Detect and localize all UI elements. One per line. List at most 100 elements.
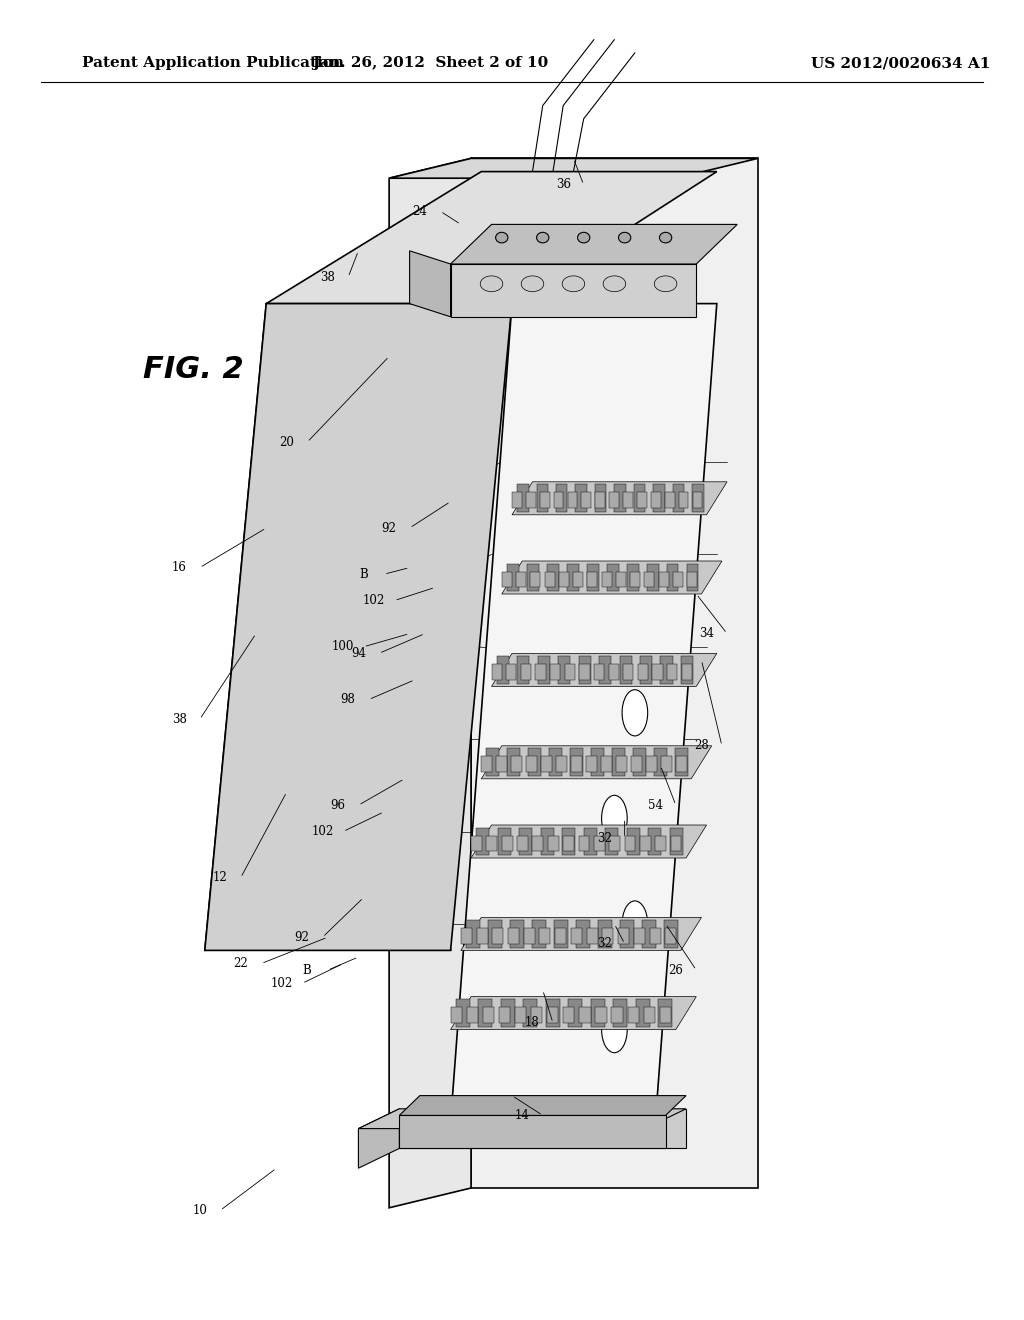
Polygon shape (451, 997, 696, 1030)
Text: 96: 96 (331, 799, 345, 812)
Bar (638, 664, 648, 680)
Bar (567, 492, 578, 508)
Bar (512, 492, 521, 508)
Ellipse shape (496, 232, 508, 243)
Polygon shape (568, 999, 583, 1027)
Polygon shape (598, 920, 611, 948)
Polygon shape (510, 920, 523, 948)
Bar (571, 756, 582, 772)
Polygon shape (667, 564, 679, 591)
Ellipse shape (521, 276, 544, 292)
Ellipse shape (578, 232, 590, 243)
Polygon shape (538, 656, 550, 684)
Bar (652, 664, 663, 680)
Polygon shape (358, 1109, 399, 1168)
Bar (588, 572, 597, 587)
Bar (467, 1007, 478, 1023)
Bar (624, 664, 634, 680)
Bar (471, 836, 482, 851)
Polygon shape (526, 564, 539, 591)
Bar (573, 572, 583, 587)
Bar (667, 664, 677, 680)
Polygon shape (592, 748, 604, 776)
Polygon shape (660, 656, 673, 684)
Polygon shape (399, 1096, 686, 1115)
Polygon shape (512, 482, 727, 515)
Text: 32: 32 (597, 937, 611, 950)
Polygon shape (507, 564, 519, 591)
Polygon shape (519, 828, 532, 855)
Text: 36: 36 (556, 178, 570, 191)
Polygon shape (584, 828, 597, 855)
Bar (671, 836, 682, 851)
Bar (536, 664, 546, 680)
Polygon shape (488, 920, 502, 948)
Polygon shape (547, 564, 559, 591)
Bar (550, 664, 560, 680)
Polygon shape (587, 564, 599, 591)
Polygon shape (647, 564, 658, 591)
Polygon shape (399, 1115, 666, 1148)
Bar (497, 756, 507, 772)
Bar (555, 928, 566, 944)
Bar (692, 492, 702, 508)
Polygon shape (567, 564, 579, 591)
Polygon shape (648, 828, 662, 855)
Bar (630, 572, 640, 587)
Polygon shape (399, 1109, 686, 1148)
Text: B: B (303, 964, 311, 977)
Polygon shape (517, 656, 529, 684)
Polygon shape (523, 999, 538, 1027)
Bar (602, 928, 613, 944)
Polygon shape (541, 828, 554, 855)
Polygon shape (461, 917, 701, 950)
Text: 102: 102 (270, 977, 293, 990)
Bar (502, 836, 513, 851)
Text: 28: 28 (694, 739, 709, 752)
Polygon shape (451, 264, 696, 317)
Bar (609, 492, 618, 508)
Bar (515, 1007, 526, 1023)
Polygon shape (205, 304, 512, 950)
Polygon shape (627, 564, 639, 591)
Ellipse shape (537, 232, 549, 243)
Text: 32: 32 (597, 832, 611, 845)
Bar (532, 836, 543, 851)
Text: Patent Application Publication: Patent Application Publication (82, 57, 344, 70)
Bar (637, 492, 647, 508)
Bar (602, 572, 611, 587)
Polygon shape (612, 748, 625, 776)
Bar (594, 836, 604, 851)
Ellipse shape (603, 276, 626, 292)
Polygon shape (478, 999, 493, 1027)
Text: 92: 92 (382, 521, 396, 535)
Bar (493, 928, 503, 944)
Text: 20: 20 (280, 436, 294, 449)
Polygon shape (266, 172, 717, 304)
Polygon shape (579, 656, 591, 684)
Bar (563, 836, 573, 851)
Bar (547, 1007, 558, 1023)
Bar (580, 1007, 591, 1023)
Polygon shape (570, 748, 583, 776)
Bar (586, 756, 597, 772)
Bar (649, 928, 660, 944)
Polygon shape (471, 158, 758, 1188)
Text: 54: 54 (648, 799, 663, 812)
Polygon shape (664, 920, 678, 948)
Bar (615, 572, 626, 587)
Bar (682, 664, 692, 680)
Bar (594, 664, 604, 680)
Polygon shape (692, 484, 703, 512)
Polygon shape (620, 656, 632, 684)
Bar (506, 664, 516, 680)
Bar (521, 664, 531, 680)
Text: 98: 98 (341, 693, 355, 706)
Bar (646, 756, 656, 772)
Polygon shape (528, 748, 541, 776)
Polygon shape (546, 999, 560, 1027)
Text: 38: 38 (321, 271, 335, 284)
Polygon shape (606, 564, 618, 591)
Bar (582, 492, 591, 508)
Bar (554, 492, 563, 508)
